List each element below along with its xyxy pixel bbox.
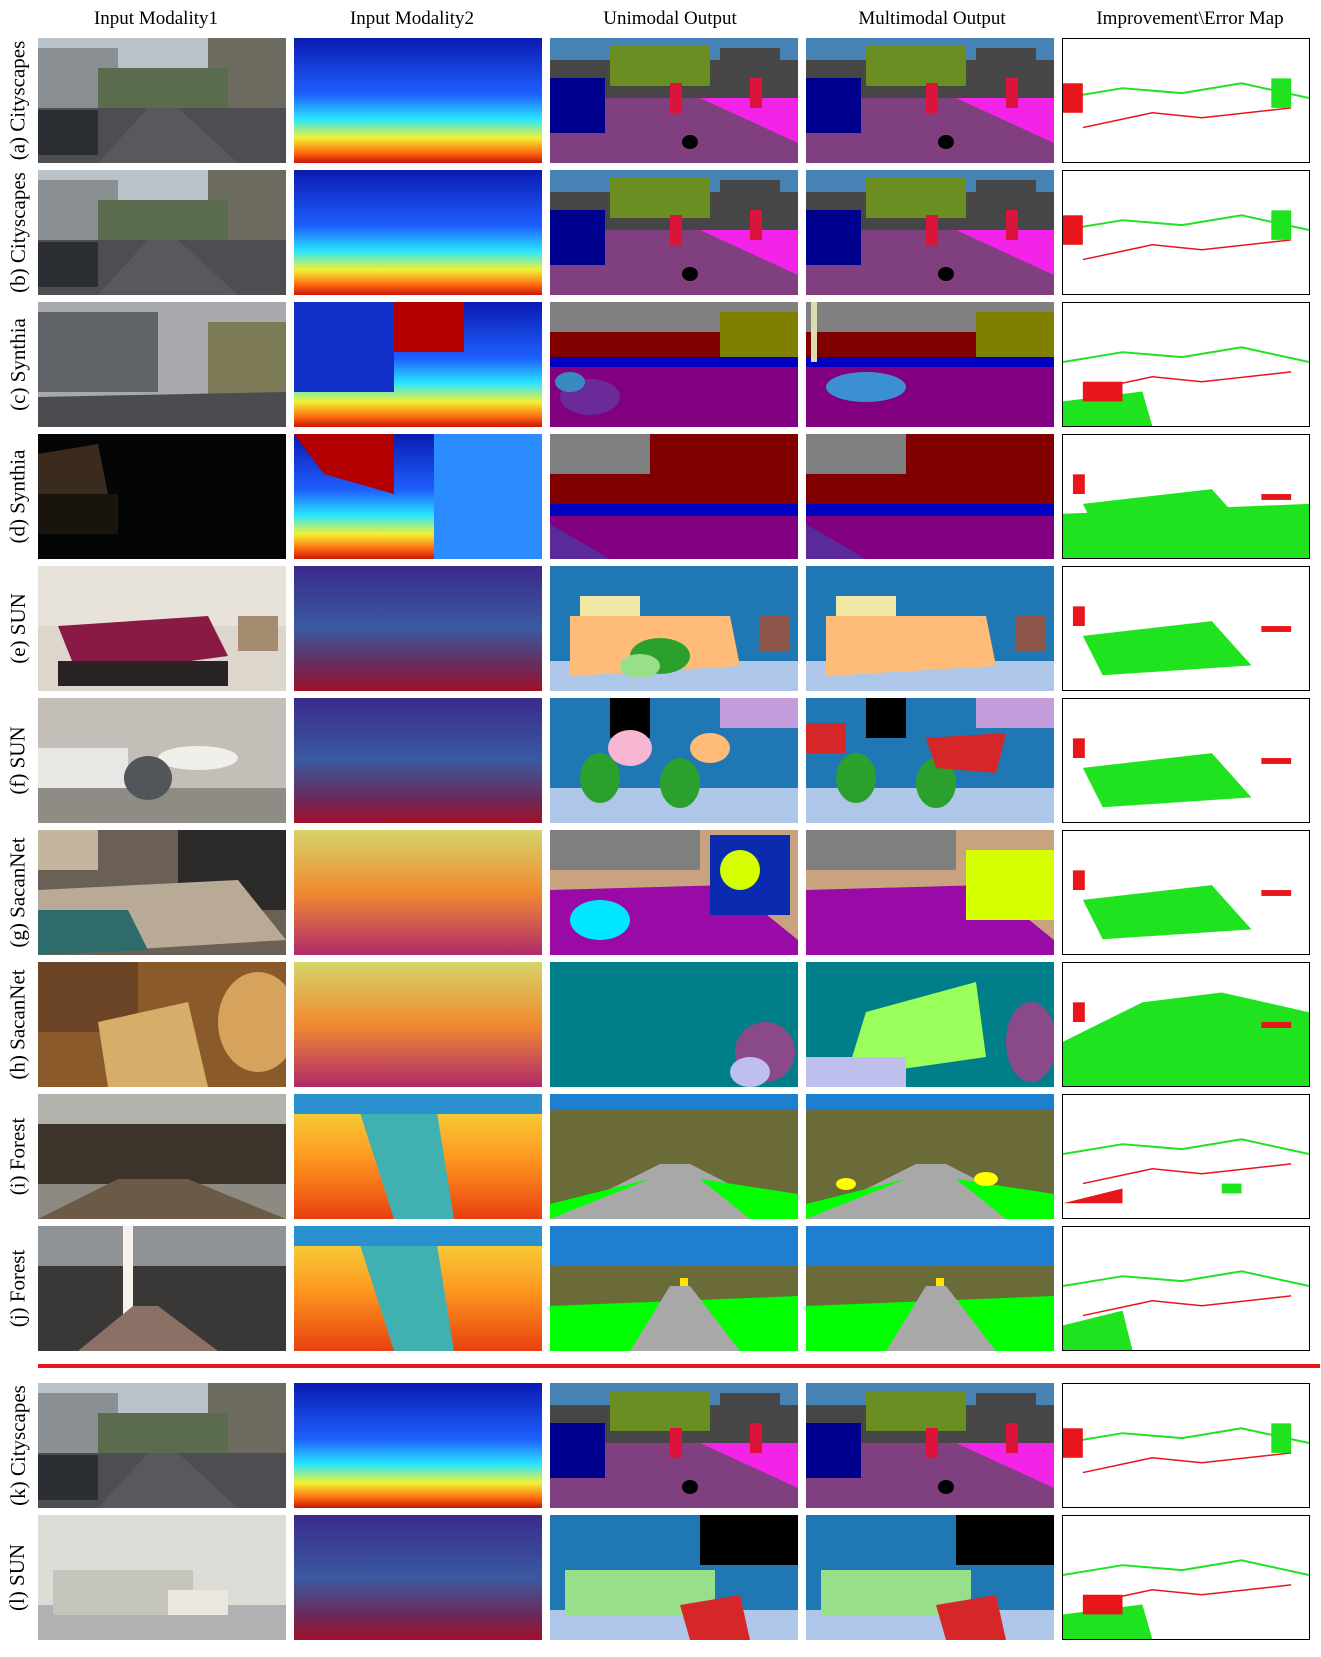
improvement-error-map [1062, 698, 1310, 823]
column-header-5: Improvement\Error Map [1096, 8, 1284, 29]
input-depth-image [294, 434, 542, 559]
input-depth-image [294, 1226, 542, 1351]
improvement-error-map [1062, 566, 1310, 691]
row-label: (k) Cityscapes [0, 1383, 36, 1508]
improvement-error-map [1062, 434, 1310, 559]
unimodal-segmentation [550, 1094, 798, 1219]
row-label: (a) Cityscapes [0, 38, 36, 163]
multimodal-segmentation [806, 38, 1054, 163]
improvement-error-map [1062, 38, 1310, 163]
input-rgb-image [38, 302, 286, 427]
row-label-text: (a) Cityscapes [5, 40, 30, 161]
unimodal-segmentation [550, 1226, 798, 1351]
multimodal-segmentation [806, 962, 1054, 1087]
input-depth-image [294, 830, 542, 955]
unimodal-segmentation [550, 170, 798, 295]
input-rgb-image [38, 1094, 286, 1219]
improvement-error-map [1062, 1094, 1310, 1219]
input-rgb-image [38, 170, 286, 295]
input-depth-image [294, 1383, 542, 1508]
unimodal-segmentation [550, 962, 798, 1087]
unimodal-segmentation [550, 38, 798, 163]
input-rgb-image [38, 830, 286, 955]
improvement-error-map [1062, 1383, 1310, 1508]
unimodal-segmentation [550, 830, 798, 955]
input-rgb-image [38, 698, 286, 823]
unimodal-segmentation [550, 566, 798, 691]
multimodal-segmentation [806, 170, 1054, 295]
column-header-4: Multimodal Output [858, 8, 1006, 29]
improvement-error-map [1062, 1226, 1310, 1351]
column-header-3: Unimodal Output [603, 8, 737, 29]
input-depth-image [294, 566, 542, 691]
multimodal-segmentation [806, 566, 1054, 691]
column-header-2: Input Modality2 [349, 8, 475, 29]
multimodal-segmentation [806, 698, 1054, 823]
input-rgb-image [38, 1515, 286, 1640]
row-label: (b) Cityscapes [0, 170, 36, 295]
row-label: (d) Synthia [0, 434, 36, 559]
section-divider [38, 1364, 1320, 1368]
input-rgb-image [38, 962, 286, 1087]
unimodal-segmentation [550, 1383, 798, 1508]
input-rgb-image [38, 1383, 286, 1508]
row-label-text: (l) SUN [5, 1543, 30, 1612]
row-label-text: (f) SUN [5, 726, 30, 795]
row-label-text: (k) Cityscapes [5, 1385, 30, 1506]
row-label: (l) SUN [0, 1515, 36, 1640]
row-label-text: (b) Cityscapes [5, 172, 30, 293]
row-label: (c) Synthia [0, 302, 36, 427]
unimodal-segmentation [550, 302, 798, 427]
improvement-error-map [1062, 302, 1310, 427]
row-label: (e) SUN [0, 566, 36, 691]
input-depth-image [294, 302, 542, 427]
input-rgb-image [38, 566, 286, 691]
row-label: (g) SacanNet [0, 830, 36, 955]
improvement-error-map [1062, 962, 1310, 1087]
row-label: (f) SUN [0, 698, 36, 823]
row-label-text: (c) Synthia [5, 318, 30, 411]
column-header-1: Input Modality1 [93, 8, 219, 29]
multimodal-segmentation [806, 434, 1054, 559]
multimodal-segmentation [806, 1226, 1054, 1351]
multimodal-segmentation [806, 302, 1054, 427]
improvement-error-map [1062, 830, 1310, 955]
row-label-text: (d) Synthia [5, 449, 30, 544]
improvement-error-map [1062, 1515, 1310, 1640]
input-rgb-image [38, 1226, 286, 1351]
row-label-text: (i) Forest [5, 1117, 30, 1196]
multimodal-segmentation [806, 1383, 1054, 1508]
input-rgb-image [38, 38, 286, 163]
input-depth-image [294, 38, 542, 163]
multimodal-segmentation [806, 1515, 1054, 1640]
row-label: (h) SacanNet [0, 962, 36, 1087]
unimodal-segmentation [550, 1515, 798, 1640]
multimodal-segmentation [806, 1094, 1054, 1219]
row-label-text: (j) Forest [5, 1249, 30, 1328]
improvement-error-map [1062, 170, 1310, 295]
input-depth-image [294, 170, 542, 295]
input-depth-image [294, 698, 542, 823]
row-label: (i) Forest [0, 1094, 36, 1219]
row-label-text: (g) SacanNet [5, 837, 30, 948]
unimodal-segmentation [550, 434, 798, 559]
row-label: (j) Forest [0, 1226, 36, 1351]
unimodal-segmentation [550, 698, 798, 823]
input-depth-image [294, 1515, 542, 1640]
row-label-text: (e) SUN [5, 593, 30, 664]
row-label-text: (h) SacanNet [5, 969, 30, 1080]
multimodal-segmentation [806, 830, 1054, 955]
input-depth-image [294, 962, 542, 1087]
input-rgb-image [38, 434, 286, 559]
input-depth-image [294, 1094, 542, 1219]
